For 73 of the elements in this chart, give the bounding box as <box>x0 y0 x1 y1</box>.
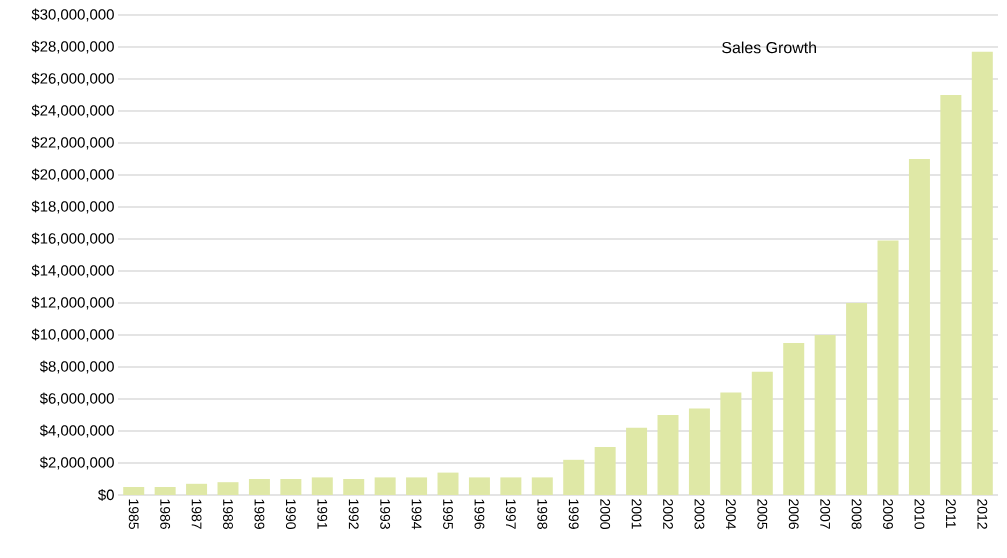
x-tick-label: 1993 <box>380 499 391 529</box>
x-tick-label: 2003 <box>694 499 705 529</box>
x-tick-label: 1985 <box>128 499 139 529</box>
bar <box>123 487 145 495</box>
bar <box>751 371 773 495</box>
bar <box>814 335 836 495</box>
bar <box>908 159 930 495</box>
x-tick-label: 1988 <box>223 499 233 529</box>
y-tick-label: $4,000,000 <box>39 424 114 438</box>
bar <box>186 483 208 495</box>
x-tick-label: 1999 <box>568 499 579 529</box>
x-tick-label: 2002 <box>663 499 673 529</box>
x-tick-label: 2008 <box>851 499 862 529</box>
text: Sales Growth <box>722 41 816 54</box>
bar <box>343 479 365 495</box>
bar <box>877 240 899 495</box>
bar <box>374 477 396 495</box>
x-tick-label: 1992 <box>348 499 359 529</box>
x-tick-label: 1987 <box>191 499 202 529</box>
bar <box>563 459 585 495</box>
y-tick-label: $22,000,000 <box>31 136 114 150</box>
bar <box>437 472 459 495</box>
y-tick-label: $26,000,000 <box>31 72 114 86</box>
bar <box>594 447 616 495</box>
y-tick-label: $2,000,000 <box>39 456 114 470</box>
bar <box>500 477 522 495</box>
x-tick-label: 1991 <box>317 499 328 529</box>
y-tick-label: $0 <box>98 488 114 502</box>
x-tick-label: 2001 <box>631 499 642 529</box>
bar <box>248 479 270 495</box>
bar <box>657 415 679 495</box>
y-tick-label: $20,000,000 <box>31 168 114 182</box>
y-tick-label: $18,000,000 <box>31 200 114 214</box>
y-tick-label: $6,000,000 <box>39 392 114 406</box>
x-tick-label: 2004 <box>725 499 736 530</box>
y-tick-label: $30,000,000 <box>31 8 114 22</box>
bar <box>217 482 239 495</box>
x-tick-label: 2006 <box>788 499 799 529</box>
x-tick-label: 1997 <box>505 499 516 529</box>
bar <box>468 477 490 495</box>
bar <box>720 392 742 495</box>
y-tick-label: $24,000,000 <box>31 104 114 118</box>
x-tick-label: 2011 <box>945 499 956 528</box>
x-tick-label: 2005 <box>757 499 768 529</box>
bar <box>406 477 428 495</box>
bar <box>688 408 710 495</box>
bar <box>626 427 648 495</box>
bar <box>940 95 962 495</box>
y-tick-label: $28,000,000 <box>31 40 114 54</box>
bar <box>783 343 805 495</box>
bar <box>280 479 302 495</box>
x-tick-label: 1990 <box>285 499 296 529</box>
x-tick-label: 2000 <box>600 499 611 529</box>
bar <box>311 477 333 495</box>
x-tick-label: 1989 <box>254 499 265 529</box>
x-tick-label: 1996 <box>474 499 485 529</box>
x-tick-label: 2010 <box>914 499 925 529</box>
y-tick-label: $14,000,000 <box>31 264 114 278</box>
y-tick-label: $16,000,000 <box>31 232 114 246</box>
x-tick-label: 1995 <box>443 499 453 529</box>
bar <box>531 477 553 495</box>
bar <box>846 303 868 495</box>
x-tick-label: 2012 <box>977 499 988 529</box>
x-tick-label: 2007 <box>820 499 831 529</box>
y-tick-label: $10,000,000 <box>31 328 114 342</box>
bar <box>154 487 176 495</box>
x-tick-label: 1998 <box>537 499 548 529</box>
x-tick-label: 1986 <box>160 499 171 529</box>
x-tick-label: 2009 <box>883 499 893 529</box>
y-tick-label: $8,000,000 <box>39 360 114 374</box>
bar <box>971 51 993 495</box>
y-tick-label: $12,000,000 <box>31 296 114 310</box>
x-tick-label: 1994 <box>411 499 422 530</box>
